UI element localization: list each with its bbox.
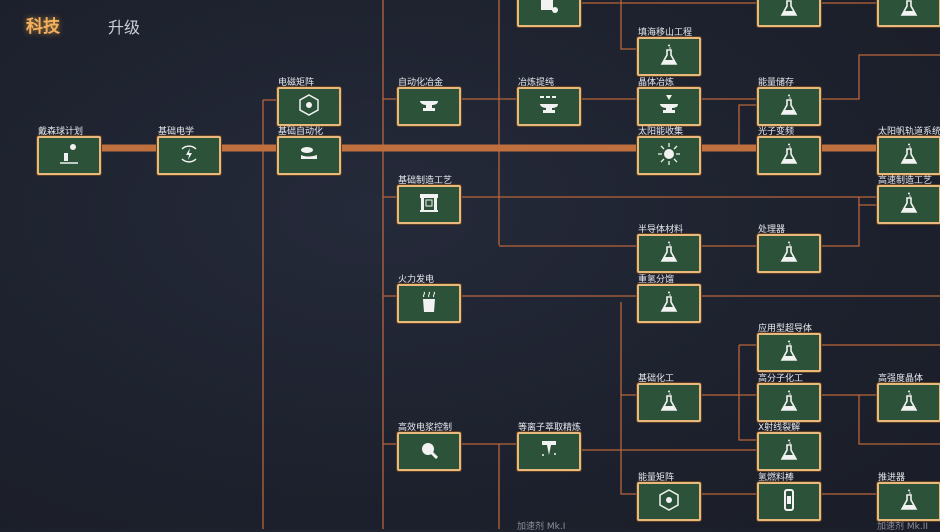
tech-node-label: 基础化工: [638, 374, 675, 384]
tech-node[interactable]: [757, 383, 821, 422]
sub-label: 加速剂 Mk.I: [517, 522, 566, 532]
assembler-icon: [417, 191, 441, 219]
flask-icon: [897, 0, 921, 22]
tech-node-label: 应用型超导体: [758, 324, 813, 334]
tech-node-label: 电磁矩阵: [278, 78, 315, 88]
tech-node[interactable]: [757, 234, 821, 273]
tech-node-label: 高速制造工艺: [878, 176, 933, 186]
tech-node[interactable]: [757, 333, 821, 372]
tech-node-label: 基础制造工艺: [398, 176, 453, 186]
dyson-sphere-icon: [57, 142, 81, 170]
tech-node-label: 能量储存: [758, 78, 795, 88]
tech-node[interactable]: [637, 37, 701, 76]
power-plant-icon: [417, 290, 441, 318]
tech-node-label: 高效电浆控制: [398, 423, 453, 433]
tech-node[interactable]: [877, 0, 940, 27]
flask-icon: [777, 93, 801, 121]
tech-node-label: 高分子化工: [758, 374, 804, 384]
electric-icon: [177, 142, 201, 170]
tech-node[interactable]: [277, 136, 341, 175]
tech-node[interactable]: [637, 383, 701, 422]
tech-node-label: 推进器: [878, 473, 906, 483]
tech-node[interactable]: [397, 432, 461, 471]
flask-icon: [777, 142, 801, 170]
tech-node[interactable]: [757, 432, 821, 471]
tech-node[interactable]: [637, 482, 701, 521]
plasma-icon: [417, 438, 441, 466]
tech-node-label: 火力发电: [398, 275, 435, 285]
tech-node-label: 氢燃料棒: [758, 473, 795, 483]
flask-icon: [897, 191, 921, 219]
tech-node-label: 戴森球计划: [38, 127, 84, 137]
sub-label: 加速剂 Mk.II: [877, 522, 929, 532]
tech-node[interactable]: [757, 482, 821, 521]
tech-node[interactable]: [877, 185, 940, 224]
tech-node[interactable]: [397, 87, 461, 126]
tech-node-label: 处理器: [758, 225, 786, 235]
anvil-molecule-icon: [537, 93, 561, 121]
tech-node[interactable]: [277, 87, 341, 126]
tech-node-label: 太阳能收集: [638, 127, 684, 137]
flask-icon: [777, 339, 801, 367]
tech-node-label: 填海移山工程: [638, 28, 693, 38]
tech-node-label: 自动化冶金: [398, 78, 444, 88]
tech-node-label: 等离子萃取精炼: [518, 423, 582, 433]
tech-node[interactable]: [517, 87, 581, 126]
tech-node-label: X射线裂解: [758, 423, 801, 433]
fuel-rod-icon: [777, 488, 801, 516]
flask-icon: [897, 142, 921, 170]
tech-node[interactable]: [517, 432, 581, 471]
tech-node-label: 太阳帆轨道系统: [878, 127, 940, 137]
tech-node[interactable]: [877, 136, 940, 175]
tech-node[interactable]: [757, 87, 821, 126]
flask-icon: [657, 43, 681, 71]
flask-icon: [657, 290, 681, 318]
anvil-crystal-icon: [657, 93, 681, 121]
tech-node-label: 晶体冶炼: [638, 78, 675, 88]
tech-node-label: 重氢分馏: [638, 275, 675, 285]
tech-node-label: 基础电学: [158, 127, 195, 137]
flask-icon: [657, 240, 681, 268]
tech-node[interactable]: [757, 136, 821, 175]
flask-icon: [777, 240, 801, 268]
conveyor-icon: [297, 142, 321, 170]
tech-node[interactable]: [877, 383, 940, 422]
tech-node-label: 基础自动化: [278, 127, 324, 137]
tech-node[interactable]: [37, 136, 101, 175]
flask-icon: [777, 0, 801, 22]
sun-icon: [657, 142, 681, 170]
matrix-icon: [657, 488, 681, 516]
tech-node-label: 光子变频: [758, 127, 795, 137]
tech-node[interactable]: [637, 136, 701, 175]
tech-node[interactable]: [517, 0, 581, 27]
flask-icon: [897, 488, 921, 516]
flask-icon: [777, 438, 801, 466]
flask-icon: [657, 389, 681, 417]
refinery-icon: [537, 438, 561, 466]
tech-node[interactable]: [637, 87, 701, 126]
tech-node-label: 半导体材料: [638, 225, 684, 235]
tech-node-label: 能量矩阵: [638, 473, 675, 483]
flask-icon: [777, 389, 801, 417]
tech-node-label: 高强度晶体: [878, 374, 924, 384]
tech-node[interactable]: [397, 284, 461, 323]
anvil-icon: [417, 93, 441, 121]
gear-stack-icon: [537, 0, 561, 22]
tab-tech[interactable]: 科技: [26, 17, 60, 37]
tech-node-label: 冶炼提纯: [518, 78, 555, 88]
tech-node[interactable]: [637, 284, 701, 323]
tech-node[interactable]: [637, 234, 701, 273]
tab-upgrade[interactable]: 升级: [108, 18, 141, 37]
tech-node[interactable]: [397, 185, 461, 224]
tech-node[interactable]: [877, 482, 940, 521]
tech-node[interactable]: [157, 136, 221, 175]
tech-node[interactable]: [757, 0, 821, 27]
matrix-icon: [297, 93, 321, 121]
flask-icon: [897, 389, 921, 417]
